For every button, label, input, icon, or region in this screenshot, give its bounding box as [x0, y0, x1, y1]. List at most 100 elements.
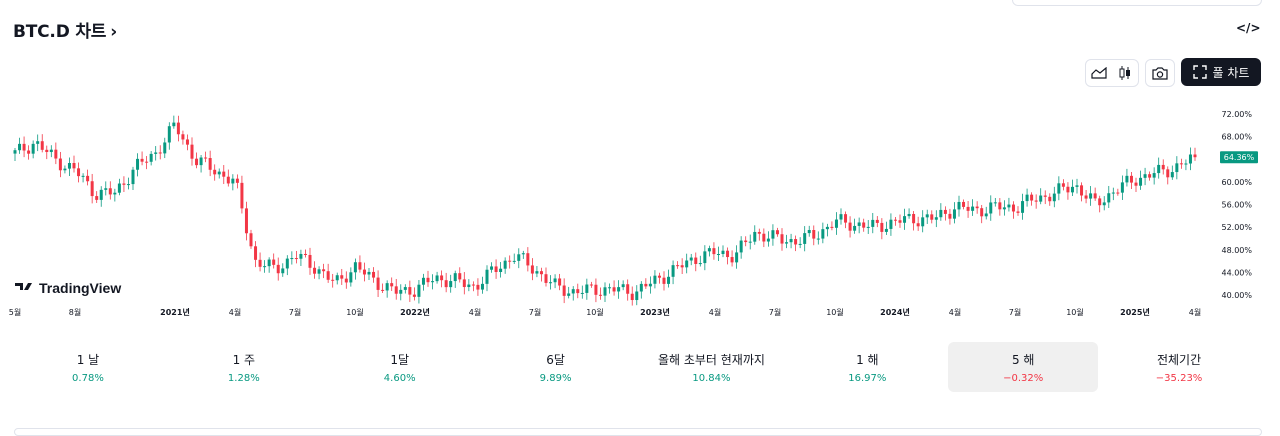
- candle-body: [1139, 177, 1143, 186]
- candle-body: [421, 277, 425, 285]
- period-item[interactable]: 6달 9.89%: [481, 342, 631, 392]
- candle-body: [1002, 207, 1006, 210]
- candle-body: [1193, 154, 1197, 158]
- candle-body: [766, 238, 770, 242]
- candle-body: [385, 283, 389, 291]
- candle-body: [558, 278, 562, 286]
- x-tick-label: 8월: [69, 307, 81, 317]
- candle-body: [594, 284, 598, 295]
- candle-body: [943, 209, 947, 214]
- candle-body: [108, 188, 112, 195]
- period-change: 10.84%: [692, 373, 731, 384]
- candle-body: [648, 283, 652, 287]
- candle-body: [263, 266, 267, 268]
- candle-body: [966, 206, 970, 211]
- screenshot-button[interactable]: [1145, 59, 1175, 87]
- candle-body: [948, 213, 952, 219]
- candle-body: [204, 157, 208, 159]
- x-tick-label: 5월: [9, 307, 21, 317]
- period-label: 1달: [390, 353, 410, 367]
- area-chart-button[interactable]: [1086, 60, 1112, 86]
- candle-body: [299, 253, 303, 259]
- candle-body: [449, 281, 453, 288]
- x-tick-label: 2025년: [1120, 307, 1150, 317]
- candle-body: [176, 122, 180, 135]
- candlestick-button[interactable]: [1112, 60, 1138, 86]
- candle-body: [1052, 193, 1056, 202]
- candle-body: [1170, 172, 1174, 178]
- candle-body: [54, 149, 58, 159]
- period-item[interactable]: 5 해 −0.32%: [948, 342, 1099, 392]
- candle-body: [576, 289, 580, 294]
- y-tick-label: 48.00%: [1221, 246, 1252, 255]
- candle-body: [317, 269, 321, 274]
- candle-body: [825, 226, 829, 230]
- period-item[interactable]: 1달 4.60%: [325, 342, 475, 392]
- candle-body: [1166, 169, 1170, 178]
- search-box-edge[interactable]: [1012, 0, 1262, 6]
- candle-body: [158, 152, 162, 154]
- candle-body: [440, 275, 444, 281]
- page-title[interactable]: BTC.D 차트 ›: [13, 17, 117, 42]
- period-item[interactable]: 1 해 16.97%: [792, 342, 942, 392]
- candle-body: [126, 184, 130, 186]
- candle-body: [962, 201, 966, 207]
- period-item[interactable]: 1 주 1.28%: [169, 342, 319, 392]
- x-tick-label: 10월: [586, 307, 604, 317]
- candle-body: [1120, 182, 1124, 193]
- x-tick-label: 4월: [709, 307, 721, 317]
- candle-body: [771, 230, 775, 239]
- candle-body: [753, 231, 757, 242]
- period-item[interactable]: 1 날 0.78%: [13, 342, 163, 392]
- candle-body: [993, 202, 997, 204]
- candle-body: [657, 275, 661, 278]
- candle-body: [1111, 192, 1115, 194]
- btc-dominance-chart[interactable]: 72.00%68.00%64.00%60.00%56.00%52.00%48.0…: [0, 95, 1280, 325]
- candle-body: [1129, 175, 1133, 183]
- candle-body: [431, 281, 435, 283]
- candle-body: [308, 254, 312, 268]
- candle-body: [1066, 186, 1070, 193]
- x-tick-label: 2024년: [880, 307, 910, 317]
- candle-body: [739, 240, 743, 253]
- embed-code-button[interactable]: </>: [1236, 18, 1261, 38]
- candle-body: [603, 287, 607, 296]
- candle-body: [303, 253, 307, 255]
- candle-body: [258, 259, 262, 267]
- period-performance-bar: 1 날 0.78% 1 주 1.28% 1달 4.60% 6달 9.89% 올해 초부터 현재까…: [13, 342, 1260, 392]
- candle-body: [925, 214, 929, 218]
- candle-body: [122, 183, 126, 185]
- candle-body: [1030, 194, 1034, 201]
- x-tick-label: 7월: [1009, 307, 1021, 317]
- candle-body: [163, 142, 167, 154]
- candle-body: [294, 258, 298, 260]
- candle-body: [621, 284, 625, 288]
- y-tick-label: 72.00%: [1221, 110, 1252, 119]
- candle-body: [362, 269, 366, 275]
- candle-body: [553, 278, 557, 283]
- period-item[interactable]: 올해 초부터 현재까지 10.84%: [637, 342, 787, 392]
- candle-body: [880, 222, 884, 232]
- candle-body: [1048, 196, 1052, 202]
- full-chart-button[interactable]: 풀 차트: [1181, 58, 1261, 86]
- y-tick-label: 56.00%: [1221, 201, 1252, 210]
- candle-body: [1021, 201, 1025, 213]
- period-label: 6달: [546, 353, 565, 367]
- candle-body: [517, 254, 521, 261]
- candle-body: [748, 241, 752, 243]
- candle-body: [1016, 211, 1020, 213]
- x-tick-label: 2022년: [400, 307, 430, 317]
- candle-body: [426, 277, 430, 283]
- x-tick-label: 4월: [229, 307, 241, 317]
- period-item[interactable]: 전체기간 −35.23%: [1104, 342, 1254, 392]
- candle-body: [222, 171, 226, 177]
- candle-body: [290, 258, 294, 260]
- candle-body: [862, 222, 866, 228]
- candle-body: [1043, 195, 1047, 197]
- candle-body: [412, 294, 416, 297]
- candle-body: [952, 209, 956, 219]
- candle-body: [735, 252, 739, 263]
- candle-body: [335, 275, 339, 281]
- candle-body: [939, 209, 943, 218]
- candle-body: [1034, 200, 1038, 202]
